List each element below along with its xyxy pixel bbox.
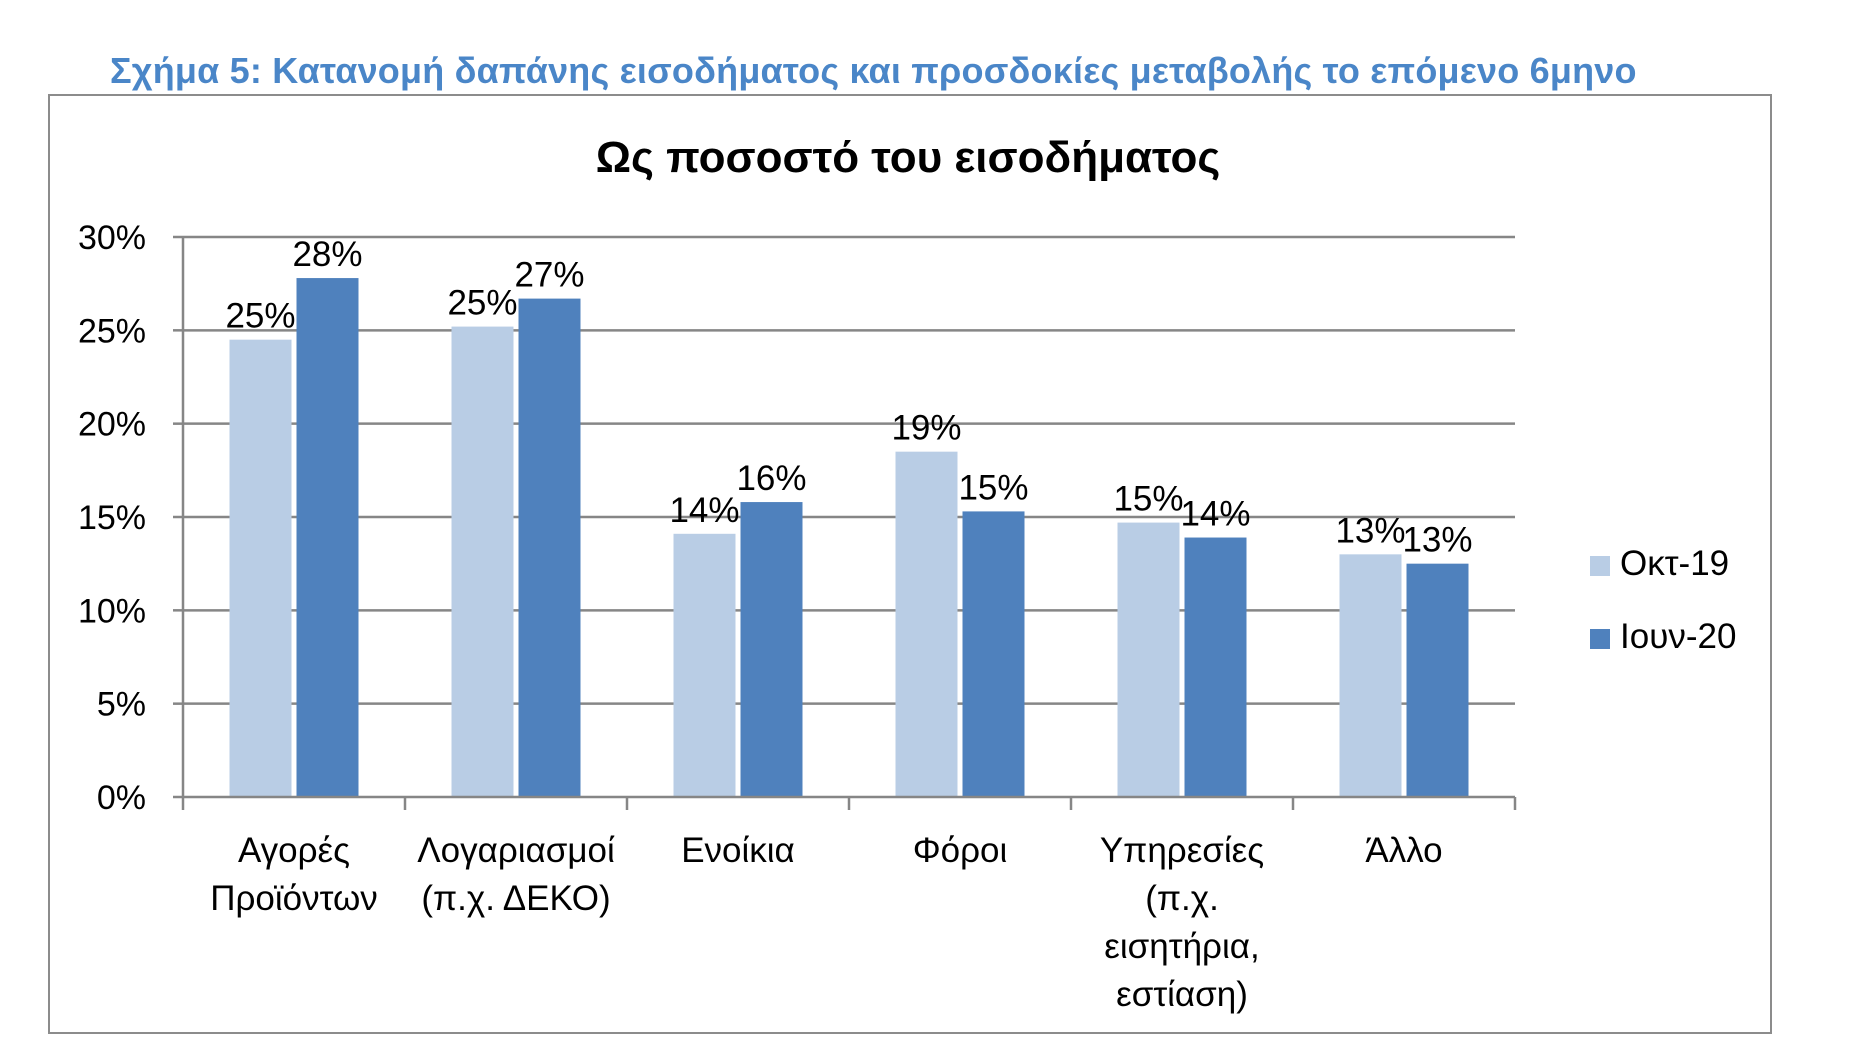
bar-jun20	[1184, 537, 1247, 797]
x-category-label: εστίαση)	[1116, 975, 1248, 1014]
bar-oct19	[1117, 522, 1180, 797]
bars	[229, 278, 1469, 798]
x-category-label: Προϊόντων	[210, 879, 378, 918]
y-tick-label: 30%	[78, 219, 146, 257]
legend-swatch	[1590, 556, 1610, 576]
bar-oct19	[1339, 554, 1402, 797]
legend-swatch	[1590, 629, 1610, 649]
data-label: 15%	[1113, 480, 1183, 519]
data-label: 13%	[1335, 511, 1405, 550]
bar-oct19	[673, 533, 736, 797]
x-category-label: Λογαριασμοί	[417, 831, 615, 870]
y-tick-label: 20%	[78, 406, 146, 444]
bar-oct19	[229, 339, 292, 797]
bar-jun20	[962, 511, 1025, 797]
data-label: 16%	[736, 459, 806, 498]
legend-label: Ιουν-20	[1620, 617, 1736, 656]
data-label: 25%	[447, 284, 517, 323]
y-tick-label: 15%	[78, 499, 146, 537]
bar-jun20	[740, 502, 803, 797]
bar-jun20	[518, 298, 581, 797]
data-label: 19%	[891, 409, 961, 448]
y-tick-label: 10%	[78, 592, 146, 630]
gridlines	[183, 235, 1515, 705]
x-category-label: (π.χ. ΔΕΚΟ)	[421, 879, 610, 918]
legend-label: Οκτ-19	[1620, 544, 1729, 583]
x-category-label: Φόροι	[913, 831, 1008, 870]
bar-jun20	[296, 278, 359, 798]
x-category-label: Υπηρεσίες	[1100, 831, 1264, 870]
chart-title: Ως ποσοστό του εισοδήματος	[596, 133, 1220, 182]
data-label: 25%	[225, 297, 295, 336]
data-label: 14%	[1180, 495, 1250, 534]
bar-oct19	[451, 326, 514, 797]
bar-oct19	[895, 451, 958, 797]
data-label: 28%	[292, 235, 362, 274]
axes: 0% 5% 10% 15% 20% 25% 30% Αγορές Προϊόντων Λογαρι…	[78, 219, 1517, 1014]
bar-jun20	[1406, 563, 1469, 797]
x-category-label: Ενοίκια	[681, 831, 795, 870]
x-category-label: (π.χ.	[1145, 879, 1219, 918]
y-tick-label: 5%	[97, 686, 146, 724]
y-tick-label: 0%	[97, 779, 146, 817]
data-label: 27%	[514, 256, 584, 295]
data-label: 15%	[958, 468, 1028, 507]
data-labels: 25%28%25%27%14%16%19%15% 15%14% 13%13%	[225, 235, 1472, 560]
x-category-label: Άλλο	[1365, 831, 1442, 870]
chart-frame	[48, 94, 1772, 1034]
data-label: 14%	[669, 491, 739, 530]
data-label: 13%	[1402, 521, 1472, 560]
y-tick-label: 25%	[78, 312, 146, 350]
x-category-label: Αγορές	[238, 831, 350, 870]
figure-caption: Σχήμα 5: Κατανομή δαπάνης εισοδήματος κα…	[110, 50, 1637, 91]
legend: Οκτ-19 Ιουν-20	[1590, 544, 1736, 656]
x-category-label: εισητήρια,	[1104, 927, 1259, 966]
